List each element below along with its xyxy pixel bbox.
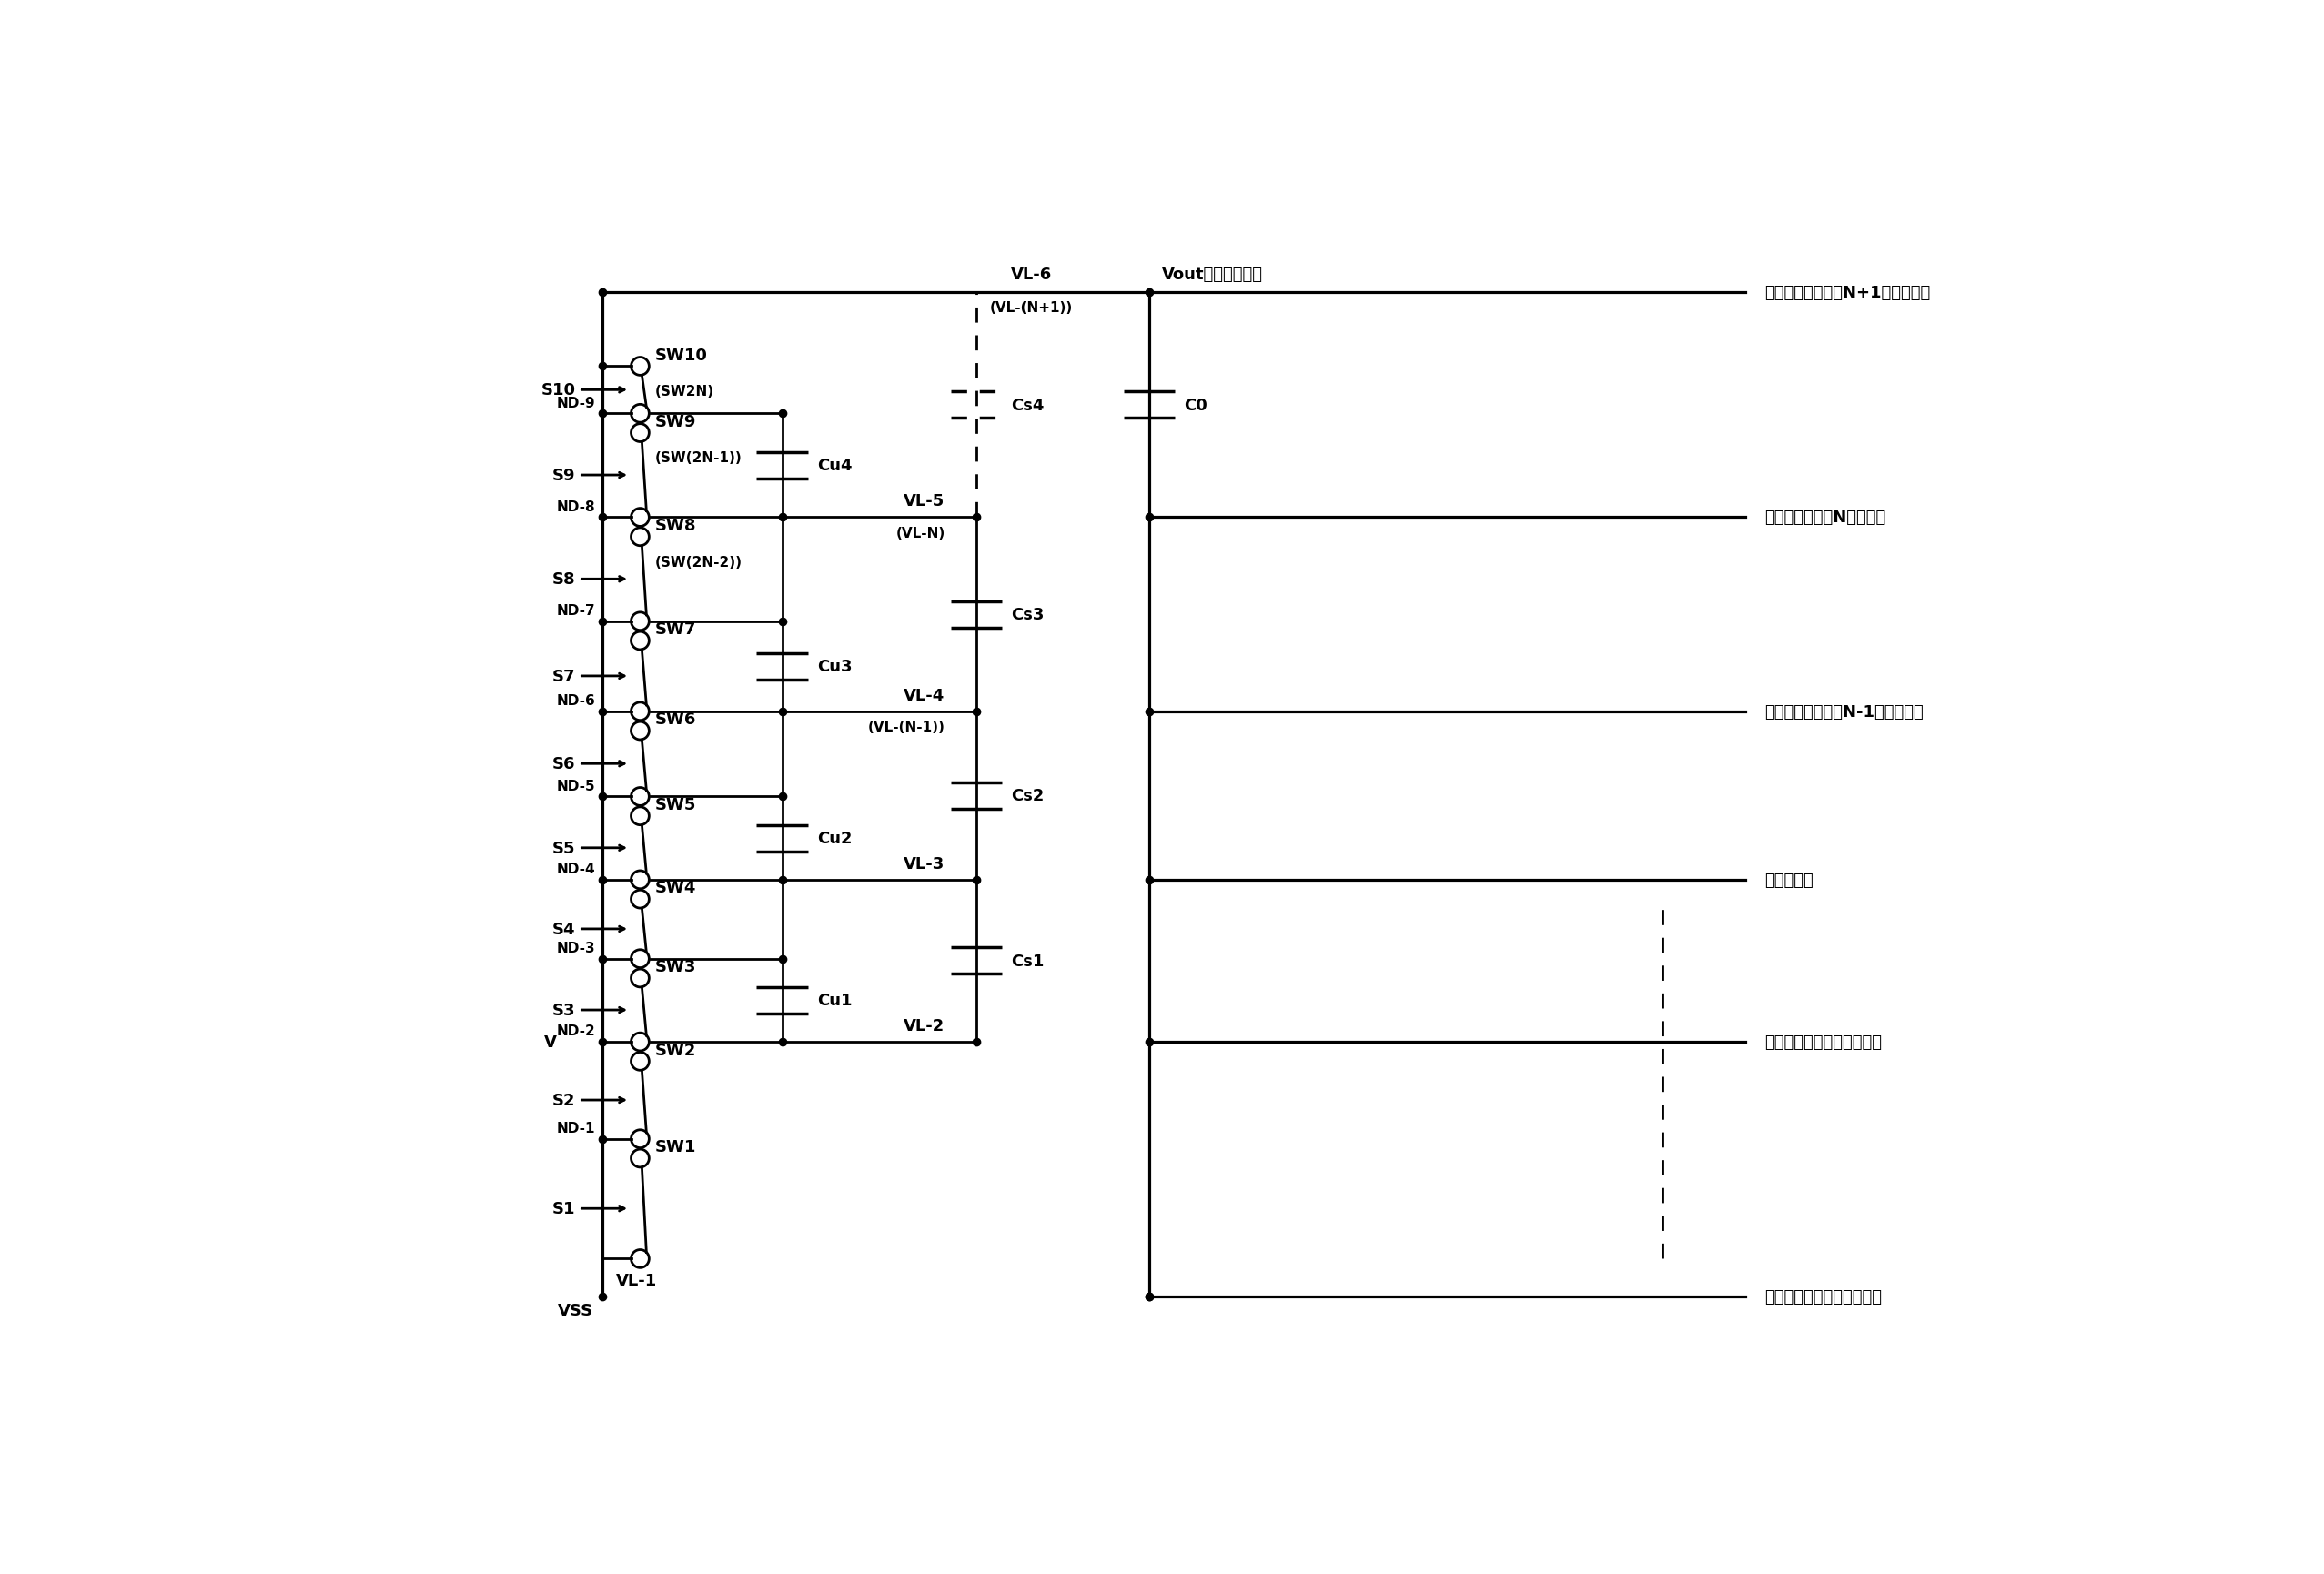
Text: (VL-(N+1)): (VL-(N+1))	[990, 301, 1074, 315]
Text: Cs2: Cs2	[1011, 787, 1043, 804]
Text: 第２电源线（第２电源线）: 第２电源线（第２电源线）	[1764, 1034, 1882, 1050]
Text: SW6: SW6	[655, 711, 697, 727]
Text: 第６电源线（第（N+1）电源线）: 第６电源线（第（N+1）电源线）	[1764, 285, 1931, 301]
Text: 第３电源线: 第３电源线	[1764, 872, 1813, 888]
Text: ND-8: ND-8	[555, 501, 595, 513]
Text: SW7: SW7	[655, 622, 697, 637]
Text: ND-3: ND-3	[555, 941, 595, 955]
Text: Vout（输出电压）: Vout（输出电压）	[1162, 266, 1262, 283]
Text: S4: S4	[553, 921, 576, 938]
Text: Cs1: Cs1	[1011, 952, 1043, 970]
Text: S1: S1	[553, 1201, 576, 1217]
Text: VL-4: VL-4	[904, 688, 946, 704]
Text: SW10: SW10	[655, 346, 709, 364]
Text: (SW(2N-2)): (SW(2N-2))	[655, 556, 744, 568]
Text: ND-6: ND-6	[555, 694, 595, 708]
Text: (SW2N): (SW2N)	[655, 386, 713, 398]
Text: Cs4: Cs4	[1011, 397, 1043, 414]
Text: S9: S9	[553, 467, 576, 483]
Text: SW5: SW5	[655, 796, 697, 812]
Text: VL-3: VL-3	[904, 855, 946, 872]
Text: C0: C0	[1185, 397, 1208, 414]
Text: S6: S6	[553, 756, 576, 773]
Text: Cu3: Cu3	[816, 658, 853, 675]
Text: Cu4: Cu4	[816, 458, 853, 474]
Text: (VL-(N-1)): (VL-(N-1))	[867, 719, 946, 733]
Text: S5: S5	[553, 841, 576, 856]
Text: VL-6: VL-6	[1011, 266, 1053, 282]
Text: ND-5: ND-5	[555, 779, 595, 793]
Text: 第４电源线（第（N-1）电源线）: 第４电源线（第（N-1）电源线）	[1764, 704, 1924, 719]
Text: ND-9: ND-9	[555, 397, 595, 409]
Text: (VL-N): (VL-N)	[895, 526, 946, 540]
Text: S3: S3	[553, 1003, 576, 1018]
Text: Cu2: Cu2	[816, 831, 853, 847]
Text: S8: S8	[553, 571, 576, 587]
Text: 第５电源线（第N电源线）: 第５电源线（第N电源线）	[1764, 510, 1887, 526]
Text: ND-7: ND-7	[555, 604, 595, 617]
Text: S7: S7	[553, 669, 576, 685]
Text: ND-1: ND-1	[555, 1121, 595, 1135]
Text: Cu1: Cu1	[816, 992, 853, 1009]
Text: VL-5: VL-5	[904, 493, 946, 510]
Text: VSS: VSS	[558, 1303, 593, 1319]
Text: VL-1: VL-1	[616, 1272, 658, 1289]
Text: SW9: SW9	[655, 414, 697, 430]
Text: V: V	[544, 1034, 558, 1050]
Text: (SW(2N-1)): (SW(2N-1))	[655, 452, 741, 464]
Text: ND-2: ND-2	[555, 1025, 595, 1037]
Text: SW3: SW3	[655, 959, 697, 974]
Text: SW8: SW8	[655, 518, 697, 534]
Text: SW4: SW4	[655, 880, 697, 896]
Text: 第１电源线（第１电源线）: 第１电源线（第１电源线）	[1764, 1289, 1882, 1305]
Text: S10: S10	[541, 382, 576, 398]
Text: ND-4: ND-4	[555, 863, 595, 875]
Text: VL-2: VL-2	[904, 1017, 946, 1034]
Text: SW2: SW2	[655, 1042, 697, 1058]
Text: S2: S2	[553, 1092, 576, 1108]
Text: SW1: SW1	[655, 1138, 697, 1155]
Text: Cs3: Cs3	[1011, 606, 1043, 623]
